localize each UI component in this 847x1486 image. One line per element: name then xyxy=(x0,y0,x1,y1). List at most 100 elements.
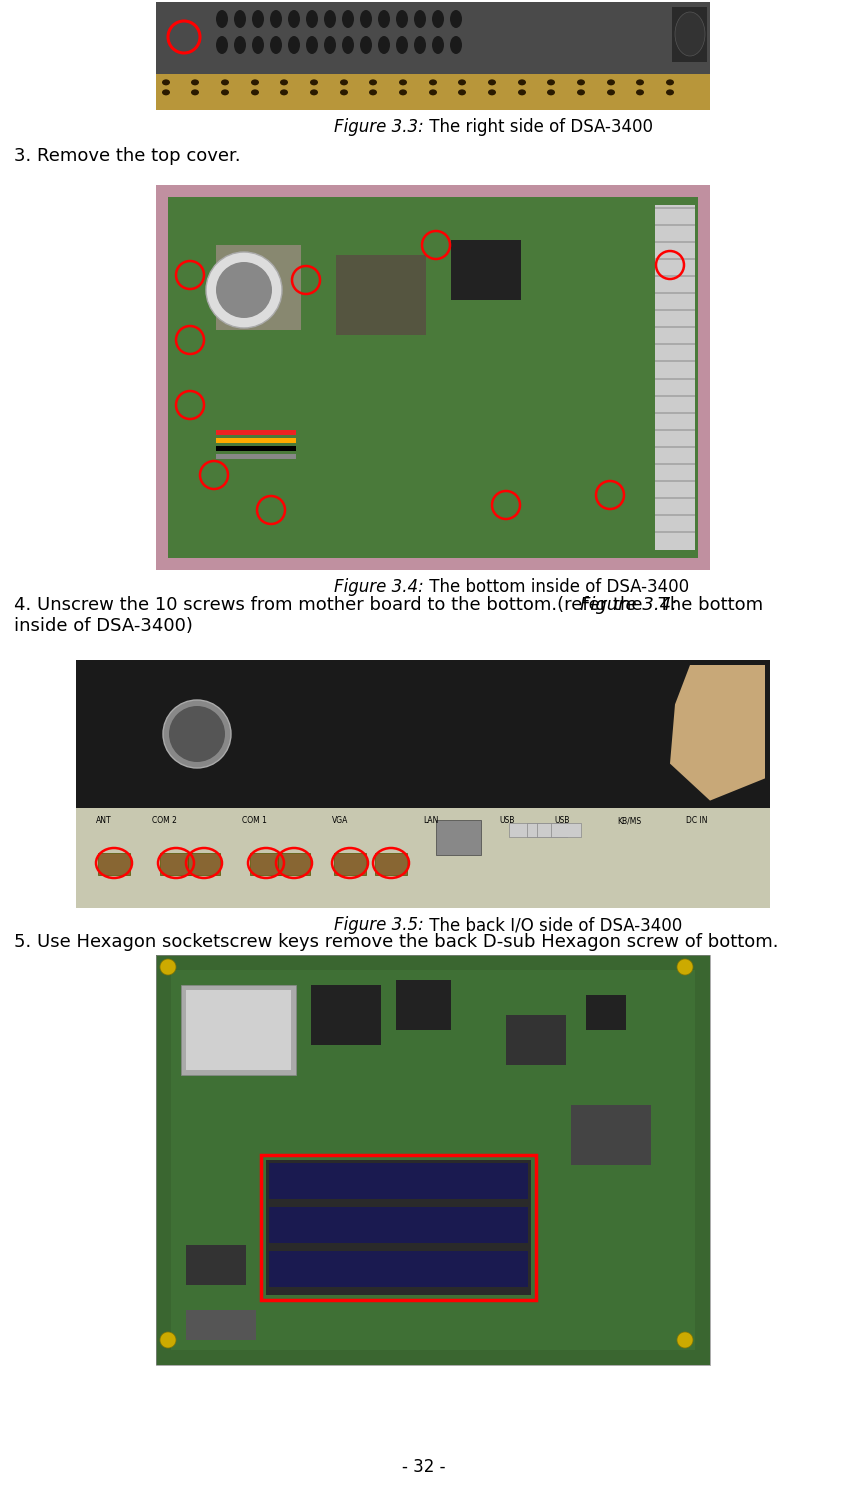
Bar xyxy=(655,259,695,260)
Ellipse shape xyxy=(162,89,170,95)
Ellipse shape xyxy=(547,79,555,85)
Bar xyxy=(396,979,451,1030)
Ellipse shape xyxy=(369,89,377,95)
Ellipse shape xyxy=(310,79,318,85)
Bar xyxy=(655,241,695,244)
Bar xyxy=(156,1,710,74)
Circle shape xyxy=(206,253,282,328)
Text: COM 2: COM 2 xyxy=(152,816,177,825)
Bar xyxy=(76,660,770,808)
Ellipse shape xyxy=(458,79,466,85)
Bar xyxy=(76,660,770,908)
Ellipse shape xyxy=(280,89,288,95)
Text: Figure 3.5:: Figure 3.5: xyxy=(334,915,424,935)
Bar xyxy=(655,514,695,516)
Bar xyxy=(655,327,695,328)
Ellipse shape xyxy=(488,79,496,85)
Ellipse shape xyxy=(432,36,444,53)
Ellipse shape xyxy=(636,89,644,95)
Bar xyxy=(181,985,296,1074)
Bar xyxy=(186,1311,256,1340)
Bar xyxy=(655,343,695,345)
Bar xyxy=(551,823,581,837)
Ellipse shape xyxy=(342,10,354,28)
Bar xyxy=(655,428,695,431)
Ellipse shape xyxy=(378,10,390,28)
Text: Figure 3.4:: Figure 3.4: xyxy=(334,578,424,596)
Text: Figure 3.3:: Figure 3.3: xyxy=(334,117,424,137)
Circle shape xyxy=(169,706,225,762)
Bar xyxy=(269,1164,528,1199)
Ellipse shape xyxy=(429,89,437,95)
Bar xyxy=(436,820,481,854)
Ellipse shape xyxy=(280,79,288,85)
Text: ANT: ANT xyxy=(96,816,112,825)
Bar xyxy=(216,429,296,435)
Ellipse shape xyxy=(432,10,444,28)
Circle shape xyxy=(163,700,231,768)
Ellipse shape xyxy=(310,89,318,95)
Bar xyxy=(160,853,192,875)
Ellipse shape xyxy=(251,79,259,85)
Bar xyxy=(509,823,539,837)
Bar xyxy=(269,1207,528,1242)
Circle shape xyxy=(216,262,272,318)
Circle shape xyxy=(677,1331,693,1348)
Bar xyxy=(266,1161,531,1294)
Bar xyxy=(655,395,695,397)
Text: Figure 3.4:: Figure 3.4: xyxy=(580,596,678,614)
Bar xyxy=(655,377,695,379)
Ellipse shape xyxy=(221,79,229,85)
Ellipse shape xyxy=(666,89,674,95)
Circle shape xyxy=(160,958,176,975)
Ellipse shape xyxy=(450,36,462,53)
Bar xyxy=(506,1015,566,1065)
Text: The back I/O side of DSA-3400: The back I/O side of DSA-3400 xyxy=(424,915,682,935)
Ellipse shape xyxy=(429,79,437,85)
Circle shape xyxy=(160,1331,176,1348)
Ellipse shape xyxy=(162,79,170,85)
Text: 4. Unscrew the 10 screws from mother board to the bottom.(refer the: 4. Unscrew the 10 screws from mother boa… xyxy=(14,596,648,614)
Bar xyxy=(655,462,695,465)
Ellipse shape xyxy=(216,10,228,28)
Ellipse shape xyxy=(607,79,615,85)
Bar xyxy=(537,823,567,837)
Ellipse shape xyxy=(396,36,408,53)
Text: COM 1: COM 1 xyxy=(242,816,267,825)
Bar xyxy=(571,1106,651,1165)
Text: USB: USB xyxy=(554,816,569,825)
Bar xyxy=(216,438,296,443)
Ellipse shape xyxy=(399,79,407,85)
Text: The bottom: The bottom xyxy=(653,596,763,614)
Ellipse shape xyxy=(399,89,407,95)
Bar xyxy=(250,853,282,875)
Text: USB: USB xyxy=(499,816,514,825)
Bar xyxy=(334,853,366,875)
Ellipse shape xyxy=(577,79,585,85)
Ellipse shape xyxy=(288,10,300,28)
Ellipse shape xyxy=(324,10,336,28)
Bar xyxy=(672,7,707,62)
Bar xyxy=(216,455,296,459)
Ellipse shape xyxy=(360,36,372,53)
Ellipse shape xyxy=(488,89,496,95)
Text: 5. Use Hexagon socketscrew keys remove the back D-sub Hexagon screw of bottom.: 5. Use Hexagon socketscrew keys remove t… xyxy=(14,933,778,951)
Ellipse shape xyxy=(518,79,526,85)
Ellipse shape xyxy=(216,36,228,53)
Text: VGA: VGA xyxy=(332,816,348,825)
Bar xyxy=(655,207,695,210)
Bar xyxy=(98,853,130,875)
Ellipse shape xyxy=(191,89,199,95)
Bar xyxy=(269,1251,528,1287)
Ellipse shape xyxy=(369,79,377,85)
Ellipse shape xyxy=(378,36,390,53)
Ellipse shape xyxy=(340,79,348,85)
Bar xyxy=(655,309,695,311)
Bar xyxy=(655,205,695,550)
Ellipse shape xyxy=(414,10,426,28)
Bar xyxy=(655,531,695,533)
Bar xyxy=(655,446,695,447)
Text: 3. Remove the top cover.: 3. Remove the top cover. xyxy=(14,147,241,165)
Bar xyxy=(655,275,695,278)
Bar xyxy=(186,1245,246,1285)
